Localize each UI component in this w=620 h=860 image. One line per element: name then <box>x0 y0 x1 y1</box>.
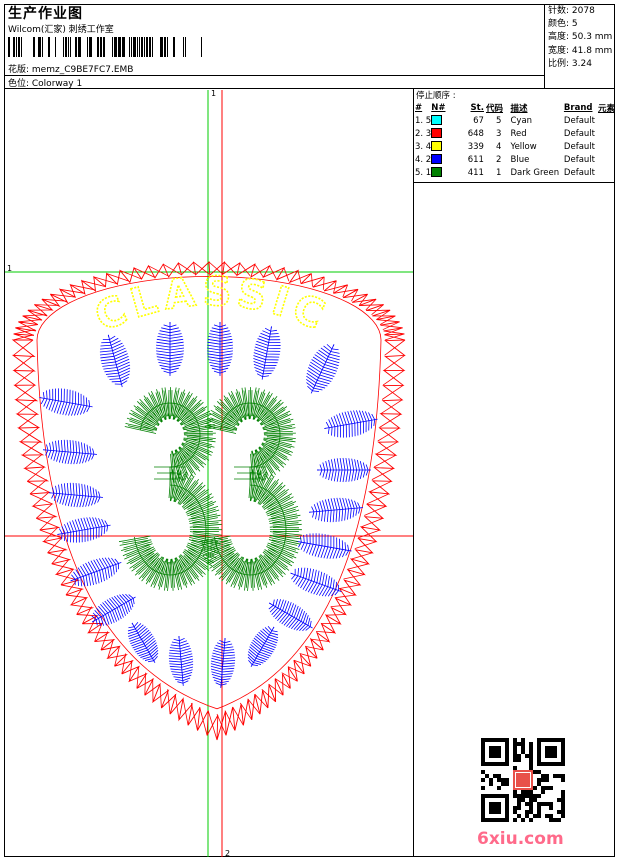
info-divider <box>4 88 615 89</box>
row-brand: Default <box>563 167 595 178</box>
color-swatch <box>431 141 443 152</box>
color-swatch <box>431 167 443 178</box>
color-swatch <box>431 115 443 126</box>
row-swatch <box>431 153 457 166</box>
row-desc: Blue <box>510 154 530 165</box>
colorway-label: 色位: Colorway 1 <box>8 79 83 89</box>
blue-leaf <box>309 497 363 523</box>
blue-leaf <box>127 622 159 663</box>
color-row: 2. 3 648 3 Red Default <box>415 127 615 140</box>
row-index: 5. 1 <box>415 167 432 178</box>
blue-leaf <box>306 344 340 394</box>
row-index: 3. 4 <box>415 141 432 152</box>
table-bottom-divider <box>413 182 615 183</box>
guide-label: 1 <box>7 264 12 273</box>
shield-inner-outline <box>36 275 382 710</box>
design-arc-text: CLASSIC <box>89 269 337 342</box>
col-header-stitches: St. <box>470 102 484 113</box>
guide-label: 2 <box>225 849 230 857</box>
watermark-text: 6xiu.com <box>477 829 564 849</box>
color-row: 5. 1 411 1 Dark Green Default <box>415 166 615 179</box>
studio-name: Wilcom(汇家) 刺绣工作室 <box>8 25 114 35</box>
row-stitches: 67 <box>473 115 484 126</box>
color-swatch <box>431 154 443 165</box>
panel-divider <box>413 88 414 857</box>
blue-leaf <box>296 533 352 559</box>
spec-colors: 颜色: 5 <box>548 19 578 30</box>
green-digit-three <box>118 387 222 591</box>
blue-leaf <box>70 557 122 587</box>
blue-leaf <box>155 322 185 376</box>
blue-leaf <box>39 388 93 416</box>
page-title: 生产作业图 <box>8 6 83 22</box>
col-header-element: 元素 <box>597 103 615 114</box>
blue-leaf <box>91 593 136 626</box>
shield-border-satin-pass2 <box>12 261 406 741</box>
design-file-label: 花版: memz_C9BE7FC7.EMB <box>8 65 134 75</box>
blue-leaf <box>247 626 279 667</box>
col-header-brand: Brand <box>563 102 593 113</box>
color-row: 3. 4 339 4 Yellow Default <box>415 140 615 153</box>
blue-leaf <box>49 482 103 508</box>
guide-label: 1 <box>211 90 216 98</box>
row-code: 2 <box>495 154 502 165</box>
page-frame <box>4 4 615 857</box>
color-swatch <box>431 128 443 139</box>
row-brand: Default <box>563 141 595 152</box>
row-index: 4. 2 <box>415 154 432 165</box>
spec-width: 宽度: 41.8 mm <box>548 45 613 56</box>
row-swatch <box>431 140 457 153</box>
blue-leaf <box>210 638 236 688</box>
row-code: 3 <box>495 128 502 139</box>
row-code: 4 <box>495 141 502 152</box>
blue-leaf <box>168 636 194 686</box>
barcode <box>8 37 202 57</box>
row-stitches: 339 <box>467 141 484 152</box>
row-swatch <box>431 166 457 179</box>
embroidery-design: 112 33 CLASSIC <box>5 90 413 857</box>
col-header-n: N# <box>431 102 446 113</box>
row-swatch <box>431 114 457 127</box>
row-stitches: 411 <box>467 167 484 178</box>
qr-code <box>481 738 565 822</box>
row-stitches: 611 <box>467 154 484 165</box>
row-desc: Cyan <box>510 115 533 126</box>
spec-scale: 比例: 3.24 <box>548 58 592 69</box>
blue-leaf <box>268 599 313 632</box>
spec-height: 高度: 50.3 mm <box>548 32 613 43</box>
row-brand: Default <box>563 128 595 139</box>
blue-leaf <box>99 334 131 388</box>
blue-leaf <box>57 517 111 543</box>
color-row: 1. 5 67 5 Cyan Default <box>415 114 615 127</box>
row-code: 5 <box>495 115 502 126</box>
row-code: 1 <box>495 167 502 178</box>
row-index: 2. 3 <box>415 128 432 139</box>
color-row: 4. 2 611 2 Blue Default <box>415 153 615 166</box>
row-desc: Dark Green <box>510 167 560 178</box>
row-brand: Default <box>563 115 595 126</box>
blue-leaf <box>43 439 97 465</box>
row-brand: Default <box>563 154 595 165</box>
col-header-index: # <box>415 102 423 113</box>
color-table: # N# St. 代码 描述 Brand 元素 1. 5 67 5 Cyan Defau… <box>415 101 615 179</box>
blue-leaf <box>290 567 342 597</box>
blue-leaf <box>253 326 281 380</box>
col-header-code: 代码 <box>485 103 503 114</box>
row-desc: Yellow <box>510 141 537 152</box>
blue-leaf <box>317 457 371 483</box>
green-digit-three <box>198 387 302 591</box>
specs-list: 针数: 2078 颜色: 5 高度: 50.3 mm 宽度: 41.8 mm 比… <box>548 5 612 71</box>
spec-stitches: 针数: 2078 <box>548 6 595 16</box>
stop-sequence-title: 停止顺序 : <box>416 91 456 101</box>
row-stitches: 648 <box>467 128 484 139</box>
header-divider <box>4 75 545 76</box>
col-header-desc: 描述 <box>510 103 528 114</box>
blue-leaf <box>206 322 234 376</box>
specs-divider <box>544 4 545 89</box>
shield-border-satin <box>11 261 406 741</box>
blue-leaf <box>324 410 378 438</box>
row-desc: Red <box>510 128 527 139</box>
row-index: 1. 5 <box>415 115 432 126</box>
row-swatch <box>431 127 457 140</box>
